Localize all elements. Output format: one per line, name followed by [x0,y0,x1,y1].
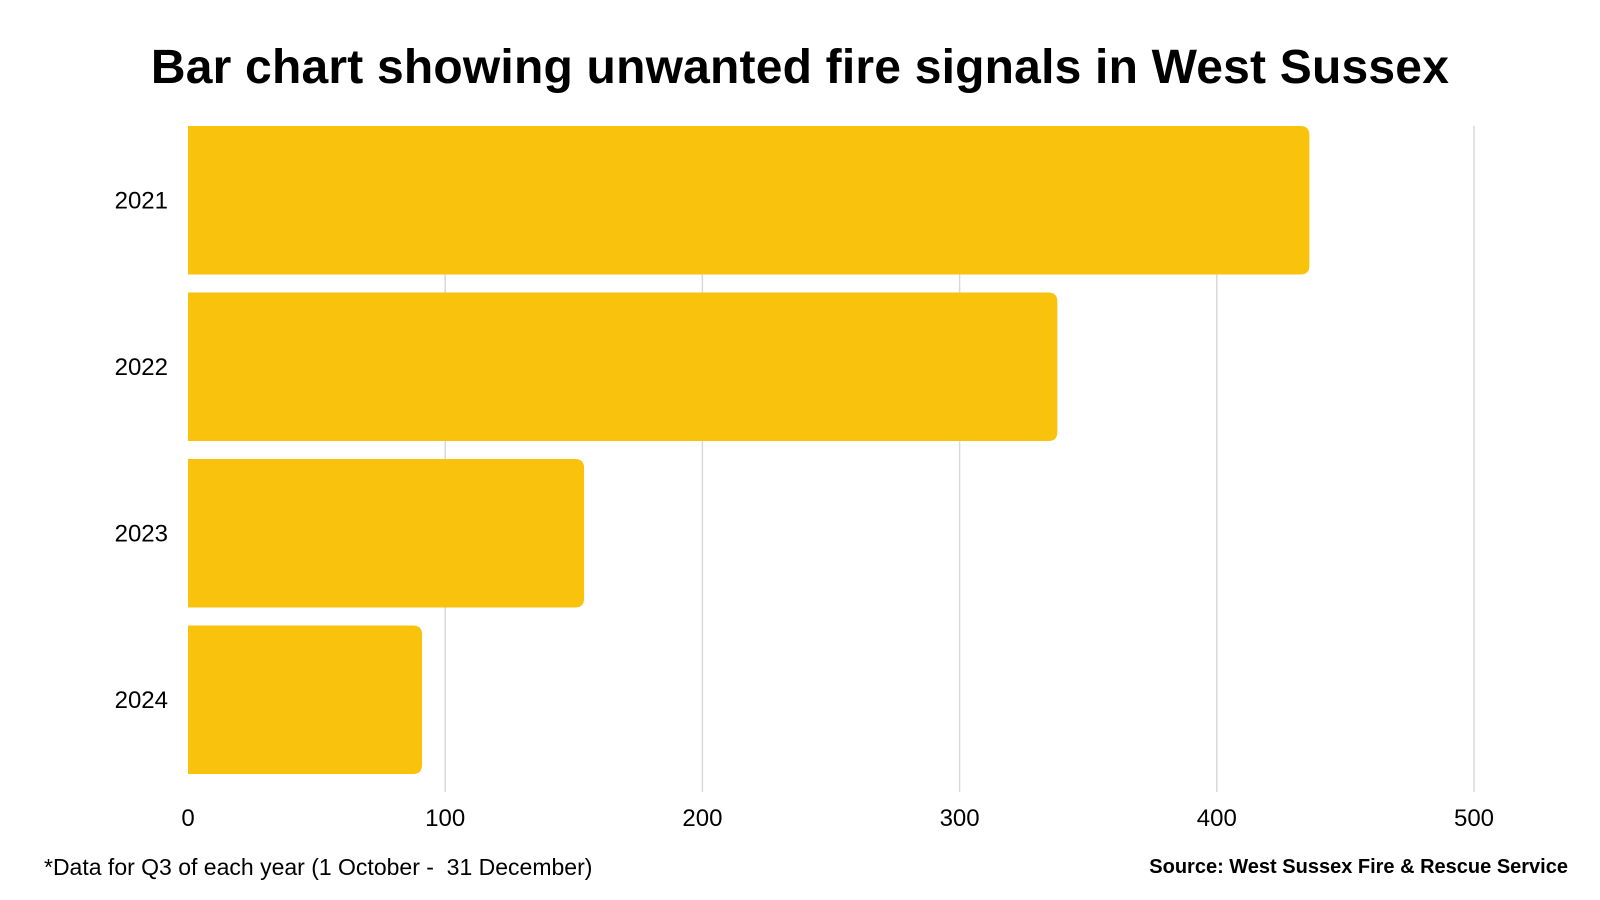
x-tick-label: 400 [1197,805,1237,832]
y-category-label: 2024 [115,687,168,714]
y-category-label: 2023 [115,520,168,547]
bars [188,126,1310,774]
footnote: *Data for Q3 of each year (1 October - 3… [44,854,593,880]
bar-2021 [188,126,1310,275]
source-credit: Source: West Sussex Fire & Rescue Servic… [1149,856,1568,878]
chart-title: Bar chart showing unwanted fire signals … [150,41,1450,94]
bar-2024 [188,625,423,774]
x-tick-label: 0 [181,805,194,832]
x-axis-labels: 0 100 200 300 400 500 [181,805,1494,832]
bar-2023 [188,459,585,608]
bar-2022 [188,292,1058,441]
x-tick-label: 300 [940,805,980,832]
x-tick-label: 100 [425,805,465,832]
x-tick-label: 200 [682,805,722,832]
y-axis-labels: 2021 2022 2023 2024 [115,187,168,714]
y-category-label: 2022 [115,354,168,381]
x-tick-label: 500 [1454,805,1494,832]
y-category-label: 2021 [115,187,168,214]
